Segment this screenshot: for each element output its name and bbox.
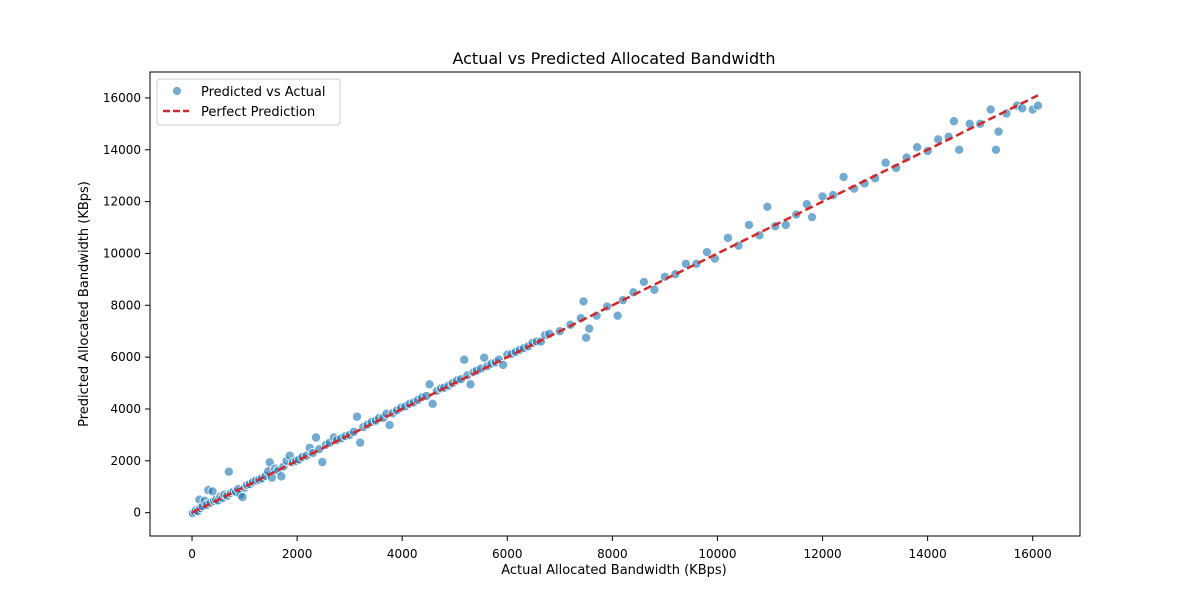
- scatter-point: [954, 144, 965, 155]
- scatter-point: [207, 486, 218, 497]
- scatter-point: [424, 379, 435, 390]
- scatter-point: [743, 219, 754, 230]
- scatter-point: [612, 310, 623, 321]
- chart-title: Actual vs Predicted Allocated Bandwidth: [452, 49, 775, 68]
- scatter-point: [990, 144, 1001, 155]
- scatter-point: [317, 457, 328, 468]
- scatter-point: [498, 359, 509, 370]
- x-tick-label: 2000: [282, 547, 313, 561]
- scatter-point: [223, 466, 234, 477]
- plot-frame: [149, 71, 1081, 537]
- scatter-point: [352, 411, 363, 422]
- x-tick-label: 12000: [803, 547, 841, 561]
- scatter-point: [680, 258, 691, 269]
- y-tick-label: 0: [133, 506, 141, 520]
- y-axis: 0 2000 4000 6000 8000 10000 12000 14000 16000: [103, 91, 150, 520]
- x-tick-label: 10000: [698, 547, 736, 561]
- y-tick-label: 2000: [110, 454, 141, 468]
- scatter-point: [1032, 100, 1043, 111]
- scatter-point: [780, 219, 791, 230]
- scatter-point: [638, 276, 649, 287]
- scatter-point: [948, 116, 959, 127]
- scatter-point: [838, 171, 849, 182]
- y-tick-label: 4000: [110, 402, 141, 416]
- scatter-point: [807, 212, 818, 223]
- scatter-point: [649, 284, 660, 295]
- y-tick-label: 8000: [110, 298, 141, 312]
- scatter-point: [762, 201, 773, 212]
- scatter-point: [459, 354, 470, 365]
- scatter-point: [722, 232, 733, 243]
- scatter-point: [912, 142, 923, 153]
- scatter-point: [584, 323, 595, 334]
- x-tick-label: 6000: [492, 547, 523, 561]
- scatter-point: [479, 352, 490, 363]
- x-axis: 0 2000 4000 6000 8000 10000 12000 14000 16000: [188, 536, 1052, 561]
- x-tick-label: 8000: [597, 547, 628, 561]
- scatter-point: [985, 104, 996, 115]
- scatter-point: [427, 398, 438, 409]
- prediction-line-layer: [191, 94, 1039, 514]
- scatter-point: [880, 157, 891, 168]
- legend-label-scatter: Predicted vs Actual: [201, 85, 325, 100]
- y-axis-label: Predicted Allocated Bandwidth (KBps): [77, 181, 92, 427]
- scatter-point: [993, 126, 1004, 137]
- scatter-point: [384, 420, 395, 431]
- y-tick-label: 14000: [103, 143, 141, 157]
- scatter-point: [355, 437, 366, 448]
- x-tick-label: 0: [188, 547, 196, 561]
- legend-label-line: Perfect Prediction: [201, 105, 315, 120]
- scatter-point: [276, 471, 287, 482]
- legend-box: [156, 78, 341, 126]
- x-tick-label: 14000: [909, 547, 947, 561]
- scatter-point: [701, 247, 712, 258]
- x-tick-label: 4000: [387, 547, 418, 561]
- scatter-point: [817, 191, 828, 202]
- legend-marker-scatter: [172, 86, 182, 96]
- legend: Predicted vs Actual Perfect Prediction: [156, 78, 341, 126]
- y-tick-label: 12000: [103, 195, 141, 209]
- scatter-point: [1017, 103, 1028, 114]
- y-tick-label: 6000: [110, 350, 141, 364]
- scatter-point: [237, 492, 248, 503]
- scatter-point: [581, 332, 592, 343]
- scatter-point: [578, 296, 589, 307]
- scatter-point: [465, 379, 476, 390]
- perfect-prediction-line: [191, 94, 1039, 514]
- x-axis-label: Actual Allocated Bandwidth (KBps): [501, 563, 726, 578]
- y-tick-label: 10000: [103, 246, 141, 260]
- scatter-point: [311, 432, 322, 443]
- y-tick-label: 16000: [103, 91, 141, 105]
- plot-area: [187, 94, 1043, 519]
- x-tick-label: 16000: [1014, 547, 1052, 561]
